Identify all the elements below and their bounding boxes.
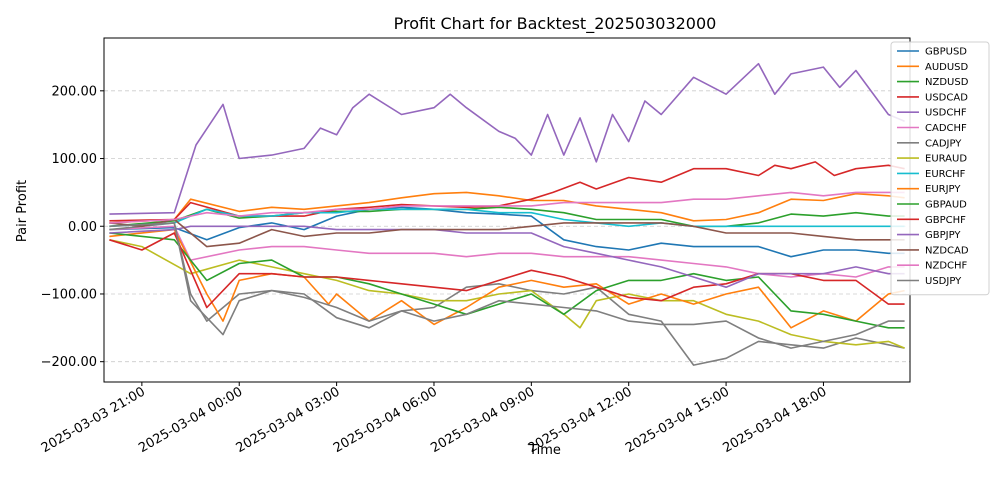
series-line-usdcad	[109, 161, 905, 222]
legend-label: GBPJPY	[925, 230, 961, 241]
y-axis-label: Pair Profit	[15, 180, 30, 242]
series-line-nzdusd	[109, 206, 905, 228]
legend-label: NZDUSD	[925, 77, 969, 88]
series-line-euraud	[109, 239, 905, 349]
legend-box	[890, 41, 990, 296]
x-tick-label: 2025-03-04 03:00	[234, 384, 343, 456]
series-line-cadjpy	[109, 222, 905, 366]
series-line-cadchf	[109, 225, 905, 278]
y-tick-label: 100.00	[52, 152, 98, 167]
legend-label: GBPAUD	[925, 200, 967, 211]
x-tick-label: 2025-03-04 00:00	[136, 384, 245, 456]
y-axis: −200.00 −100.00 0.00 100.00 200.00	[41, 84, 104, 370]
legend-label: GBPUSD	[925, 47, 967, 58]
series-line-eurjpy	[109, 228, 905, 329]
legend-label: EURJPY	[925, 184, 961, 195]
series-line-usdchf	[109, 62, 905, 215]
legend: GBPUSD AUDUSD NZDUSD USDCAD USDCHF CADCHF CADJ…	[890, 41, 990, 296]
x-tick-label: 2025-03-03 21:00	[39, 384, 148, 456]
legend-label: AUDUSD	[925, 62, 969, 73]
series-line-audusd	[109, 191, 905, 224]
legend-label: CADJPY	[925, 138, 962, 149]
x-axis-label: Time	[528, 443, 561, 458]
x-tick-label: 2025-03-04 18:00	[720, 384, 829, 456]
x-tick-label: 2025-03-04 15:00	[623, 384, 732, 456]
x-tick-label: 2025-03-04 09:00	[428, 384, 537, 456]
legend-label: USDCHF	[925, 108, 967, 119]
legend-label: GBPCHF	[925, 215, 966, 226]
series-line-nzdcad	[109, 218, 905, 248]
legend-label: NZDCAD	[925, 245, 969, 256]
y-tick-label: 200.00	[52, 84, 98, 99]
legend-label: USDJPY	[925, 276, 962, 287]
series-line-gbpusd	[109, 206, 905, 258]
y-tick-label: −100.00	[41, 287, 97, 302]
series-line-nzdchf	[109, 191, 905, 224]
series-line-usdjpy	[109, 222, 905, 349]
legend-label: EURAUD	[925, 154, 967, 165]
series-lines	[109, 62, 905, 366]
legend-label: CADCHF	[925, 123, 967, 134]
y-tick-label: 0.00	[68, 220, 97, 235]
chart-title: Profit Chart for Backtest_202503032000	[394, 14, 717, 34]
legend-label: USDCAD	[925, 92, 968, 103]
legend-label: EURCHF	[925, 169, 966, 180]
series-line-gbpjpy	[109, 225, 905, 289]
series-line-eurchf	[109, 208, 905, 228]
y-tick-label: −200.00	[41, 355, 97, 370]
legend-label: NZDCHF	[925, 261, 968, 272]
series-line-gbpaud	[109, 232, 905, 329]
x-tick-label: 2025-03-04 06:00	[331, 384, 440, 456]
